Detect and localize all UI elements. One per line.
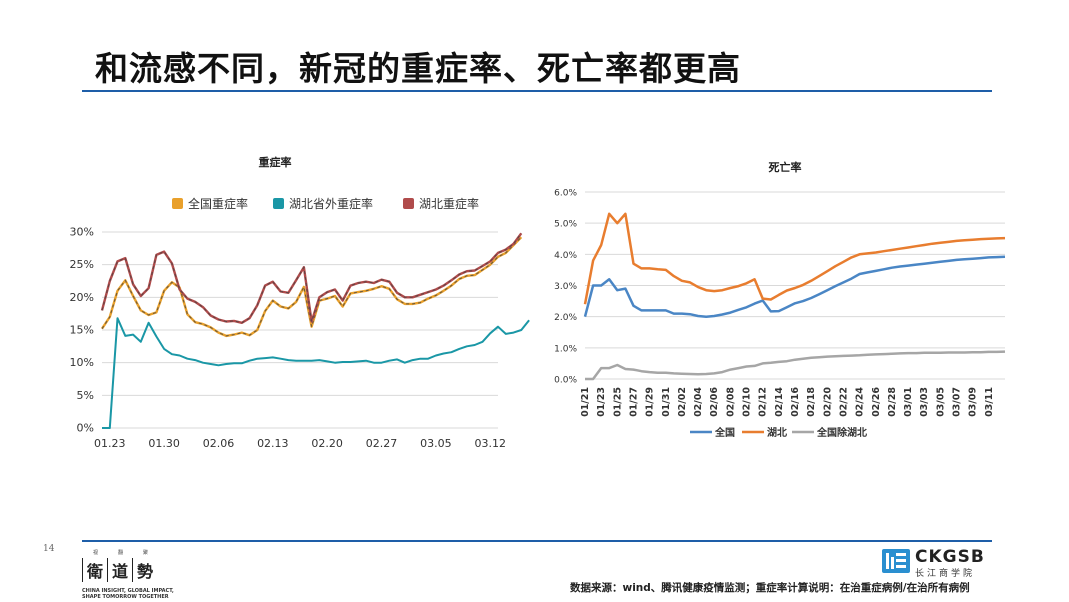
- logo-slogan: SHAPE TOMORROW TOGETHER: [82, 594, 169, 600]
- y-tick-label: 10%: [70, 356, 94, 369]
- logo-char: 聚勢: [132, 550, 153, 582]
- y-tick-label: 5.0%: [554, 220, 577, 230]
- x-tick-label: 02/10: [742, 387, 753, 417]
- x-tick-label: 02.06: [203, 437, 235, 450]
- x-tick-label: 02.20: [311, 437, 343, 450]
- x-tick-label: 03/05: [935, 387, 946, 417]
- legend-label: 湖北: [767, 426, 787, 439]
- legend-label: 全国: [714, 426, 735, 439]
- x-tick-label: 02/06: [709, 387, 720, 417]
- x-tick-label: 02/12: [758, 387, 769, 417]
- y-tick-label: 6.0%: [554, 189, 577, 199]
- x-tick-label: 01.30: [148, 437, 180, 450]
- y-tick-label: 25%: [70, 258, 94, 271]
- x-tick-label: 03/03: [919, 387, 930, 417]
- legend-label: 湖北省外重症率: [289, 196, 373, 211]
- y-tick-label: 3.0%: [554, 282, 577, 292]
- logo-char: 视衛: [82, 550, 103, 582]
- x-tick-label: 01.23: [94, 437, 126, 450]
- legend-swatch: [172, 198, 183, 209]
- page-number: 14: [43, 544, 55, 554]
- title-divider: [82, 90, 992, 92]
- data-source-note: 数据来源：wind、腾讯健康疫情监测；重症率计算说明：在治重症病例/在治所有病例: [570, 582, 970, 594]
- x-tick-label: 01/31: [661, 387, 672, 417]
- footer-divider: [82, 540, 992, 542]
- y-tick-label: 5%: [77, 389, 94, 402]
- x-tick-label: 03/09: [968, 387, 979, 417]
- x-tick-label: 03/11: [984, 387, 995, 417]
- y-tick-label: 15%: [70, 324, 94, 337]
- legend-label: 湖北重症率: [419, 196, 479, 211]
- x-tick-label: 02/16: [790, 387, 801, 417]
- x-tick-label: 02/14: [774, 387, 785, 417]
- x-tick-label: 02/18: [806, 387, 817, 417]
- legend-label: 全国重症率: [188, 196, 248, 211]
- x-tick-label: 02.27: [366, 437, 398, 450]
- series-line-全国除湖北: [585, 350, 1006, 381]
- series-line-全国: [583, 255, 1006, 318]
- series-line-湖北: [583, 212, 1006, 305]
- x-tick-label: 02.13: [257, 437, 289, 450]
- logo-text: CKGSB: [915, 547, 985, 567]
- y-tick-label: 20%: [70, 291, 94, 304]
- x-tick-label: 03/07: [952, 387, 963, 417]
- x-tick-label: 01/25: [612, 387, 623, 417]
- series-dash-湖北重症率: [101, 233, 522, 324]
- y-tick-label: 0%: [77, 422, 94, 435]
- x-tick-label: 01/27: [628, 387, 639, 417]
- y-tick-label: 0.0%: [554, 376, 577, 386]
- x-tick-label: 02/22: [838, 387, 849, 417]
- x-tick-label: 02/04: [693, 387, 704, 417]
- x-tick-label: 02/26: [871, 387, 882, 417]
- ckgsb-logo: CKGSB 长江商学院: [882, 547, 992, 579]
- x-tick-label: 03.05: [420, 437, 452, 450]
- x-tick-label: 02/08: [725, 387, 736, 417]
- x-tick-label: 01/29: [645, 387, 656, 417]
- series-dash-全国重症率: [101, 236, 522, 337]
- y-tick-label: 2.0%: [554, 313, 577, 323]
- x-tick-label: 02/24: [855, 387, 866, 417]
- logo-slogan: CHINA INSIGHT, GLOBAL IMPACT,: [82, 588, 174, 594]
- ckgsb-mark-icon: [882, 549, 910, 573]
- series-line-湖北省外重症率: [102, 317, 530, 429]
- logo-char: 翻道: [107, 550, 128, 582]
- slogan-logo: 视衛 翻道 聚勢 CHINA INSIGHT, GLOBAL IMPACT, S…: [82, 548, 182, 600]
- y-tick-label: 4.0%: [554, 251, 577, 261]
- x-tick-label: 01/23: [596, 387, 607, 417]
- x-tick-label: 02/28: [887, 387, 898, 417]
- logo-subtext: 长江商学院: [915, 569, 976, 579]
- legend-swatch: [403, 198, 414, 209]
- chart-title: 重症率: [259, 155, 292, 169]
- y-tick-label: 1.0%: [554, 344, 577, 354]
- x-tick-label: 03/01: [903, 387, 914, 417]
- legend-swatch: [273, 198, 284, 209]
- x-tick-label: 03.12: [474, 437, 506, 450]
- x-tick-label: 02/20: [822, 387, 833, 417]
- legend-label: 全国除湖北: [816, 426, 867, 439]
- page-title: 和流感不同，新冠的重症率、死亡率都更高: [95, 49, 741, 88]
- x-tick-label: 02/02: [677, 387, 688, 417]
- chart-title: 死亡率: [769, 160, 802, 174]
- x-tick-label: 01/21: [580, 387, 591, 417]
- y-tick-label: 30%: [70, 226, 94, 239]
